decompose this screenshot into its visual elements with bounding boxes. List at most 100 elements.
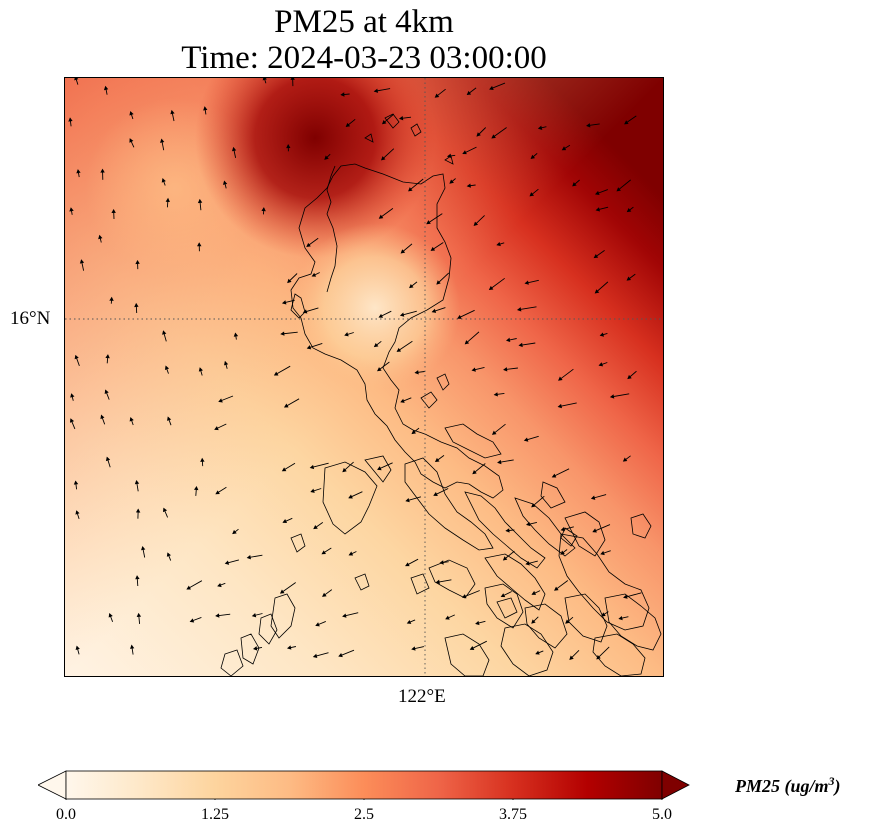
wind-arrow-head	[436, 280, 441, 285]
wind-arrow-head	[475, 620, 480, 626]
colorbar-tick-label: 2.5	[354, 806, 374, 823]
map-timestamp: Time: 2024-03-23 03:00:00	[181, 40, 547, 76]
wind-arrow-head	[135, 508, 141, 513]
wind-arrow-head	[170, 109, 175, 115]
wind-arrow-head	[623, 594, 628, 599]
wind-arrow-head	[111, 208, 116, 213]
colorbar-tick-marks	[65, 799, 663, 800]
wind-arrow-head	[338, 653, 343, 658]
wind-arrow-head	[373, 88, 379, 93]
wind-arrow-head	[280, 331, 285, 336]
wind-arrow-head	[281, 467, 287, 472]
wind-arrow-head	[348, 494, 353, 499]
latitude-tick-label: 16°N	[10, 308, 51, 329]
wind-arrow-head	[489, 85, 494, 91]
wind-arrow-head	[70, 393, 75, 398]
wind-arrow-head	[426, 220, 431, 225]
wind-arrow-head	[400, 398, 405, 403]
wind-arrow-head	[309, 464, 315, 470]
colorbar-min-extend	[38, 770, 67, 800]
wind-arrow-head	[378, 214, 384, 219]
wind-arrow-head	[233, 332, 239, 337]
wind-arrow-head	[491, 430, 497, 435]
wind-arrow-head	[224, 360, 229, 366]
wind-arrow-head	[400, 249, 406, 254]
wind-arrow-head	[134, 302, 139, 308]
wind-arrow-head	[505, 528, 510, 533]
wind-arrow-head	[74, 78, 79, 81]
wind-arrow-head	[165, 197, 170, 203]
wind-arrow-head	[431, 308, 437, 313]
colorbar-tick-label: 0.0	[56, 806, 76, 823]
wind-arrow-head	[472, 470, 477, 475]
wind-arrow-head	[595, 207, 601, 212]
wind-arrow-head	[473, 221, 479, 226]
wind-arrow-head	[396, 347, 402, 352]
wind-arrow-head	[405, 562, 410, 567]
wind-arrow-head	[262, 78, 267, 81]
wind-arrow-head	[439, 560, 444, 565]
wind-arrow-head	[598, 362, 604, 367]
wind-arrow-head	[466, 90, 472, 96]
wind-arrow-head	[215, 613, 220, 618]
wind-arrow-head	[530, 154, 536, 160]
wind-arrow-head	[506, 337, 511, 343]
colorbar-label: PM25 (ug/m3)	[735, 774, 841, 797]
wind-arrow-head	[324, 155, 329, 160]
wind-arrow-head	[98, 234, 103, 240]
wind-arrow-head	[518, 342, 523, 348]
wind-arrow-head	[69, 207, 74, 212]
colorbar-label-superscript: 3	[828, 774, 835, 788]
wind-arrow-head	[105, 354, 110, 359]
wind-arrow-head	[551, 473, 557, 478]
wind-arrow-head	[342, 613, 347, 618]
wind-arrow-head	[193, 485, 199, 491]
wind-arrow-head	[311, 272, 317, 277]
wind-arrow-head	[377, 466, 382, 471]
pm25-map	[65, 78, 663, 676]
wind-arrow-head	[622, 457, 628, 462]
wind-arrow-head	[135, 575, 140, 580]
wind-arrow-head	[516, 307, 522, 312]
wind-arrow-head	[167, 416, 172, 421]
wind-arrow-head	[306, 242, 311, 247]
wind-arrow-head	[197, 242, 202, 247]
wind-arrow-head	[286, 645, 292, 650]
wind-arrow-head	[136, 612, 142, 618]
wind-arrow-head	[232, 529, 237, 535]
wind-arrow-head	[214, 426, 219, 431]
wind-arrow-head	[306, 345, 312, 350]
wind-arrow-head	[409, 284, 414, 289]
wind-arrow-head	[189, 618, 195, 623]
wind-arrow-head	[75, 645, 80, 651]
wind-arrow-head	[261, 207, 266, 212]
wind-arrow-head	[399, 312, 405, 317]
wind-arrow-head	[590, 495, 596, 500]
wind-arrow-head	[626, 276, 632, 281]
wind-arrow-head	[129, 111, 134, 116]
wind-arrow-head	[593, 254, 599, 259]
wind-arrow-head	[281, 300, 287, 305]
wind-arrow-head	[135, 259, 140, 265]
wind-arrow-head	[378, 313, 384, 318]
wind-arrow-head	[141, 545, 146, 551]
wind-arrow-head	[491, 134, 496, 139]
wind-arrow-head	[129, 417, 134, 422]
wind-arrow-head	[488, 285, 494, 291]
wind-arrow-head	[434, 93, 440, 98]
wind-arrow-head	[104, 389, 109, 395]
wind-arrow-head	[162, 330, 167, 335]
wind-arrow-head	[348, 551, 354, 556]
wind-arrow-head	[408, 187, 413, 192]
wind-arrow-head	[160, 138, 165, 143]
wind-arrow-head	[626, 208, 632, 213]
colorbar-tick-label: 3.75	[499, 806, 527, 823]
wind-arrow-head	[398, 115, 404, 121]
wind-arrow-head	[224, 560, 230, 565]
wind-arrow-head	[103, 85, 109, 91]
wind-arrow-head	[592, 528, 597, 533]
wind-arrow-head	[572, 182, 577, 187]
wind-arrow-head	[434, 457, 440, 463]
wind-arrow-head	[342, 467, 347, 473]
wind-arrow-head	[560, 527, 566, 532]
